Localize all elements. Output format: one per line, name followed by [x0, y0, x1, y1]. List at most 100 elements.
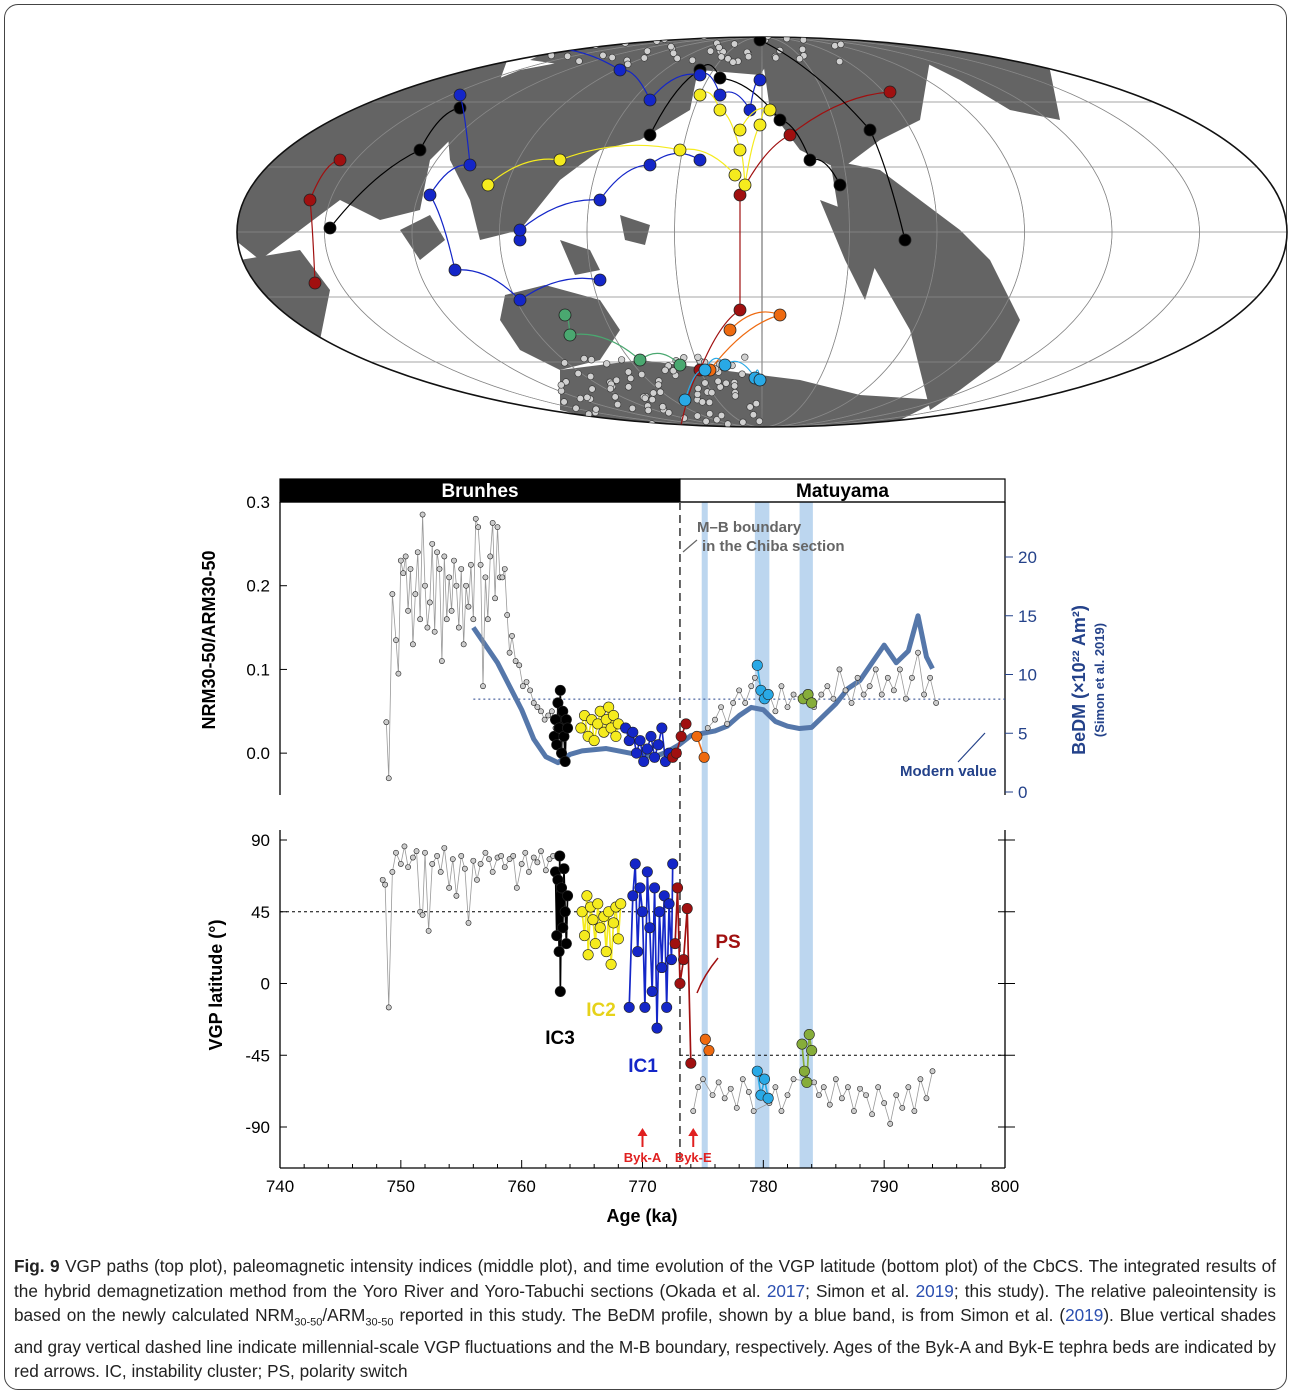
- vgp-point: [893, 1092, 900, 1099]
- vgp-point: [667, 858, 679, 870]
- gray-vgp-point: [656, 388, 665, 396]
- ps-point: [883, 85, 897, 99]
- vgp-point: [857, 1085, 863, 1092]
- gray-vgp-point: [546, 37, 554, 45]
- nrm-point: [641, 743, 653, 755]
- nrm-point: [790, 691, 797, 698]
- vgp-point: [649, 882, 661, 894]
- ic2-point: [693, 88, 707, 102]
- gray-vgp-point: [574, 369, 582, 378]
- gray-vgp-point: [583, 393, 591, 402]
- figure-canvas: Brunhes Matuyama 0.3 0.2 0.1 0.0 20 15 10 5 0 NRM30…: [199, 23, 1288, 1226]
- nrm-point: [482, 574, 489, 581]
- gray-vgp-point: [591, 41, 600, 49]
- ic2-point: [753, 118, 767, 132]
- ic2b-path: [487, 144, 736, 186]
- nrm-point: [551, 739, 563, 751]
- land-8: [560, 360, 940, 427]
- nrm-point: [818, 691, 825, 698]
- nrm-point: [477, 561, 484, 568]
- gray-vgp-point: [654, 381, 663, 389]
- vgp-point: [881, 1100, 888, 1106]
- nrm-point: [499, 574, 506, 581]
- nrm-point: [762, 689, 774, 701]
- vgp-point: [905, 1084, 912, 1091]
- vgp-point: [465, 920, 472, 926]
- polarity-label-brunhes: Brunhes: [441, 481, 518, 502]
- nrm-point: [680, 718, 692, 730]
- vgp-point: [379, 876, 386, 883]
- ic2-point: [713, 103, 727, 117]
- ic1-point: [713, 88, 727, 102]
- nrm-point: [451, 557, 457, 564]
- y-tick-label: 90: [251, 831, 270, 850]
- gray-vgp-point: [665, 409, 673, 417]
- caption-citation[interactable]: 2019: [915, 1280, 954, 1301]
- caption-citation[interactable]: 2017: [766, 1280, 806, 1301]
- right-tick-label: 10: [1018, 666, 1037, 685]
- gray-vgp-point: [717, 53, 725, 61]
- vgp-point: [413, 848, 420, 855]
- vgp-point: [405, 864, 411, 871]
- vgp-point: [389, 868, 396, 875]
- ic1-point: [693, 68, 707, 82]
- vgp-line-PS: [674, 887, 692, 1064]
- gray-vgp-point: [622, 26, 629, 33]
- gray-vgp-point: [638, 370, 646, 379]
- nrm-point: [921, 691, 927, 698]
- nrm-point: [487, 553, 494, 560]
- gray-vgp-point: [603, 360, 611, 368]
- gray-vgp-point: [772, 54, 780, 62]
- vgp-point: [559, 906, 571, 918]
- left-tick-label: 0.0: [246, 744, 270, 763]
- gray-vgp-point: [824, 25, 831, 32]
- ps2-point: [308, 276, 322, 290]
- gray-vgp-point: [712, 23, 719, 30]
- gray-vgp-point: [669, 367, 677, 375]
- gray-vgp-point: [580, 355, 588, 363]
- vgp-point: [582, 949, 594, 961]
- vgp-point: [553, 946, 565, 958]
- nrm-point: [453, 582, 460, 589]
- vgp-point: [678, 954, 690, 966]
- gray-vgp-point: [588, 385, 596, 393]
- caption-citation[interactable]: 2019: [1065, 1305, 1104, 1325]
- vgp-point: [530, 854, 537, 861]
- gray-vgp-point: [588, 37, 596, 42]
- gray-vgp-point: [611, 393, 619, 401]
- vgp-point: [542, 867, 549, 874]
- vgp-point: [615, 898, 627, 910]
- ic1c-point: [593, 193, 607, 207]
- gray-vgp-point: [701, 379, 709, 387]
- bedm-line: [471, 613, 935, 766]
- vgp-point: [437, 868, 444, 875]
- vgp-point: [551, 930, 563, 942]
- vgp-point: [923, 1095, 930, 1102]
- vgp-point: [506, 856, 513, 863]
- nrm-point: [494, 524, 501, 531]
- ic3-point: [773, 113, 787, 127]
- tephra-arrow-head: [688, 1128, 699, 1136]
- nrm-point: [393, 637, 399, 644]
- nrm-point: [638, 756, 650, 768]
- caption-text: reported in this study. The BeDM profile…: [393, 1305, 1066, 1325]
- nrm-point: [915, 649, 921, 656]
- nrm-point: [548, 708, 555, 715]
- gray-vgp-point: [700, 37, 708, 40]
- nrm-point: [652, 739, 664, 751]
- nrm-point: [424, 624, 431, 631]
- gray-vgp-point: [755, 417, 764, 425]
- vgp-point: [449, 856, 456, 863]
- ic2b-point: [728, 168, 742, 182]
- ic3-point: [643, 128, 657, 142]
- vgp-point: [784, 1092, 791, 1099]
- vgp-point: [739, 1076, 746, 1083]
- vgp-point: [778, 1108, 785, 1114]
- gray-vgp-point: [731, 392, 739, 400]
- cyan-point: [718, 358, 732, 372]
- nrm-point: [634, 735, 646, 747]
- vgp-point: [434, 853, 440, 859]
- nrm-point: [724, 720, 730, 727]
- vgp-point: [397, 861, 404, 867]
- ic1b-point: [448, 263, 462, 277]
